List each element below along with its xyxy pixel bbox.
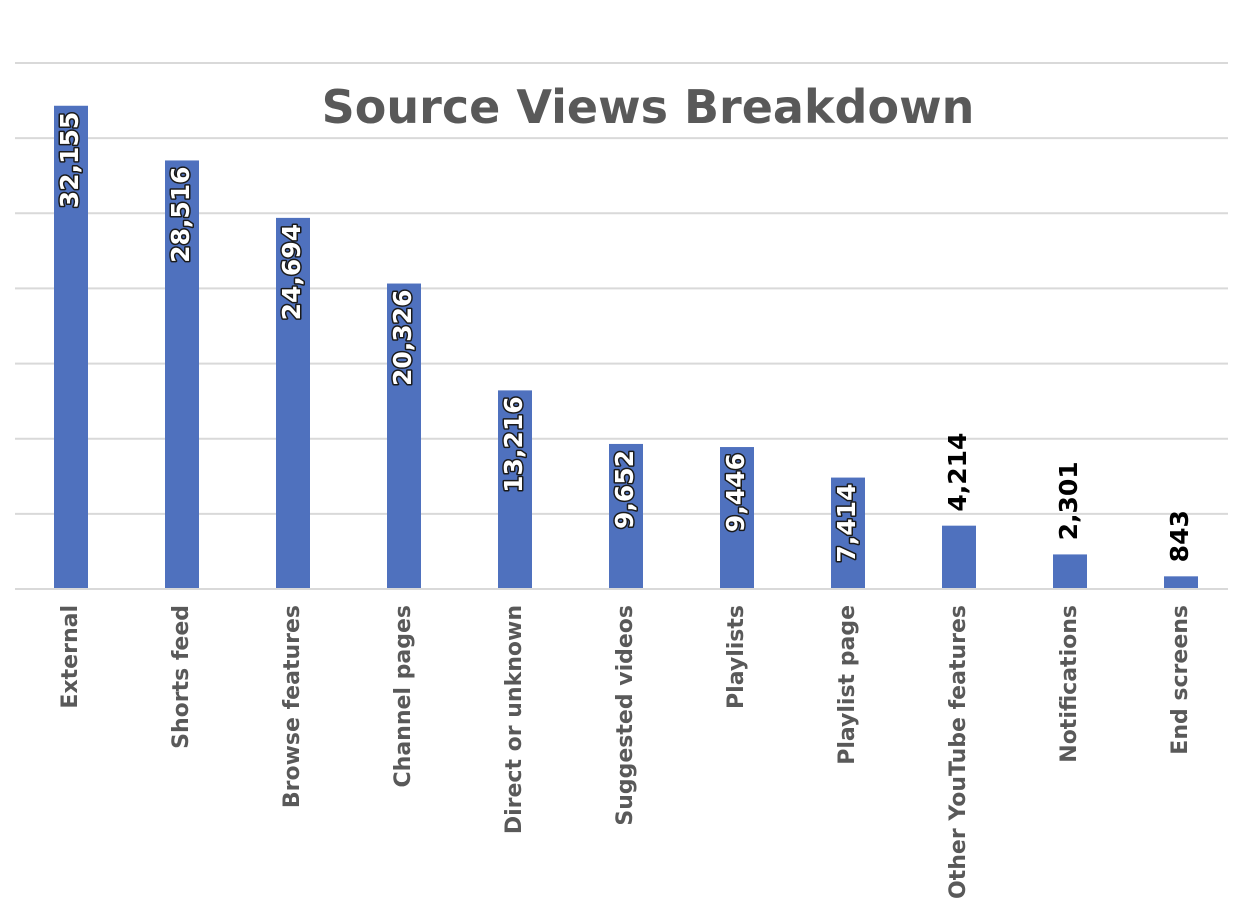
x-tick-label: Playlists <box>724 605 749 709</box>
data-label: 24,694 <box>277 224 306 320</box>
data-labels: 32,155 28,516 24,694 20,326 13,216 9,652 9,446… <box>54 110 1195 564</box>
bar <box>1164 576 1198 589</box>
x-tick-label: Other YouTube features <box>946 605 971 899</box>
data-label: 20,326 <box>388 290 417 386</box>
gridlines <box>15 62 1228 515</box>
data-label: 2,301 <box>1054 461 1083 540</box>
bar <box>165 160 199 589</box>
x-tick-label: Direct or unknown <box>502 605 527 834</box>
bars <box>54 105 1198 589</box>
data-label: 843 <box>1165 510 1194 562</box>
data-label: 32,155 <box>55 112 84 208</box>
x-tick-label: Playlist page <box>835 605 860 765</box>
x-tick-label: Shorts feed <box>169 605 194 749</box>
data-label: 4,214 <box>943 433 972 512</box>
x-tick-label: End screens <box>1168 605 1193 755</box>
x-tick-label: Notifications <box>1057 605 1082 763</box>
bar <box>54 105 88 589</box>
x-tick-label: Browse features <box>280 605 305 808</box>
data-label: 9,652 <box>610 450 639 529</box>
x-tick-label: External <box>58 605 83 709</box>
data-label: 7,414 <box>832 484 861 563</box>
bar <box>831 477 865 589</box>
bar <box>387 283 421 589</box>
data-label: 13,216 <box>499 396 528 492</box>
x-tick-label: Channel pages <box>391 605 416 787</box>
data-label: 9,446 <box>721 453 750 532</box>
x-tick-label: Suggested videos <box>613 605 638 826</box>
bar <box>942 525 976 589</box>
bar <box>1053 554 1087 589</box>
bar <box>609 443 643 589</box>
chart-title: Source Views Breakdown <box>322 80 975 134</box>
bar <box>720 447 754 589</box>
bar <box>276 217 310 589</box>
data-label: 28,516 <box>166 166 195 262</box>
x-tick-labels: External Shorts feed Browse features Channe… <box>58 605 1193 899</box>
bar <box>498 390 532 589</box>
